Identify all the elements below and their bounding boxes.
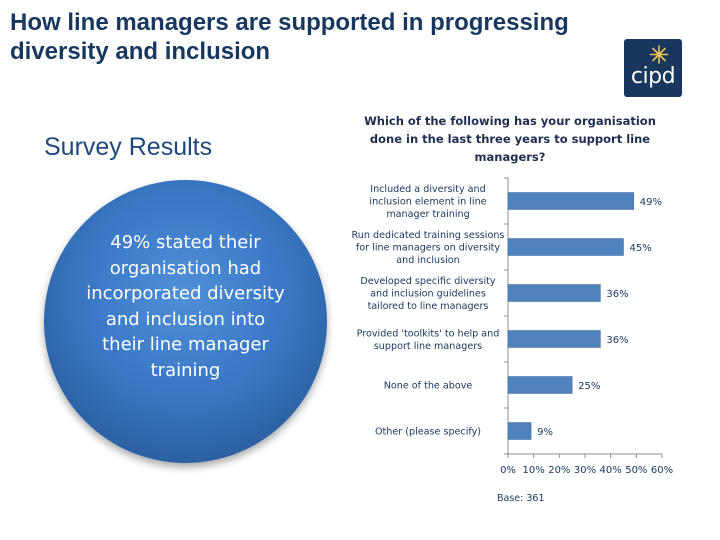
x-tick-label: 40% (600, 465, 622, 476)
data-label: 9% (537, 427, 553, 438)
category-label: Other (please specify) (375, 427, 481, 438)
x-tick-label: 0% (500, 465, 516, 476)
category-label: Provided 'toolkits' to help and support l… (357, 328, 500, 352)
section-subtitle: Survey Results (44, 133, 213, 161)
bar (507, 284, 601, 302)
data-label: 25% (578, 381, 600, 392)
category-label: Run dedicated training sessions for line … (352, 230, 505, 266)
cipd-logo: cipd (624, 39, 682, 97)
star-icon (649, 45, 669, 64)
page-title: How line managers are supported in progr… (10, 9, 569, 65)
category-label: Included a diversity and inclusion elemen… (369, 184, 486, 220)
highlight-text: 49% stated their organisation had incorp… (86, 232, 285, 381)
highlight-circle: 49% stated their organisation had incorp… (44, 180, 327, 463)
data-label: 36% (606, 335, 628, 346)
base-note: Base: 361 (497, 493, 545, 504)
x-tick-label: 30% (574, 465, 596, 476)
x-tick-label: 50% (625, 465, 647, 476)
chart-title: Which of the following has your organisa… (364, 114, 656, 164)
data-label: 49% (640, 197, 662, 208)
category-label: Developed specific diversity and inclusio… (360, 276, 496, 312)
logo-text: cipd (630, 64, 676, 89)
data-label: 36% (606, 289, 628, 300)
category-label: None of the above (384, 381, 473, 392)
x-tick-label: 60% (651, 465, 673, 476)
bar (507, 376, 573, 394)
bar (507, 192, 635, 210)
data-label: 45% (630, 243, 652, 254)
x-tick-label: 20% (548, 465, 570, 476)
bar (507, 422, 532, 440)
bar (507, 330, 601, 348)
x-tick-label: 10% (523, 465, 545, 476)
bar (507, 238, 624, 256)
